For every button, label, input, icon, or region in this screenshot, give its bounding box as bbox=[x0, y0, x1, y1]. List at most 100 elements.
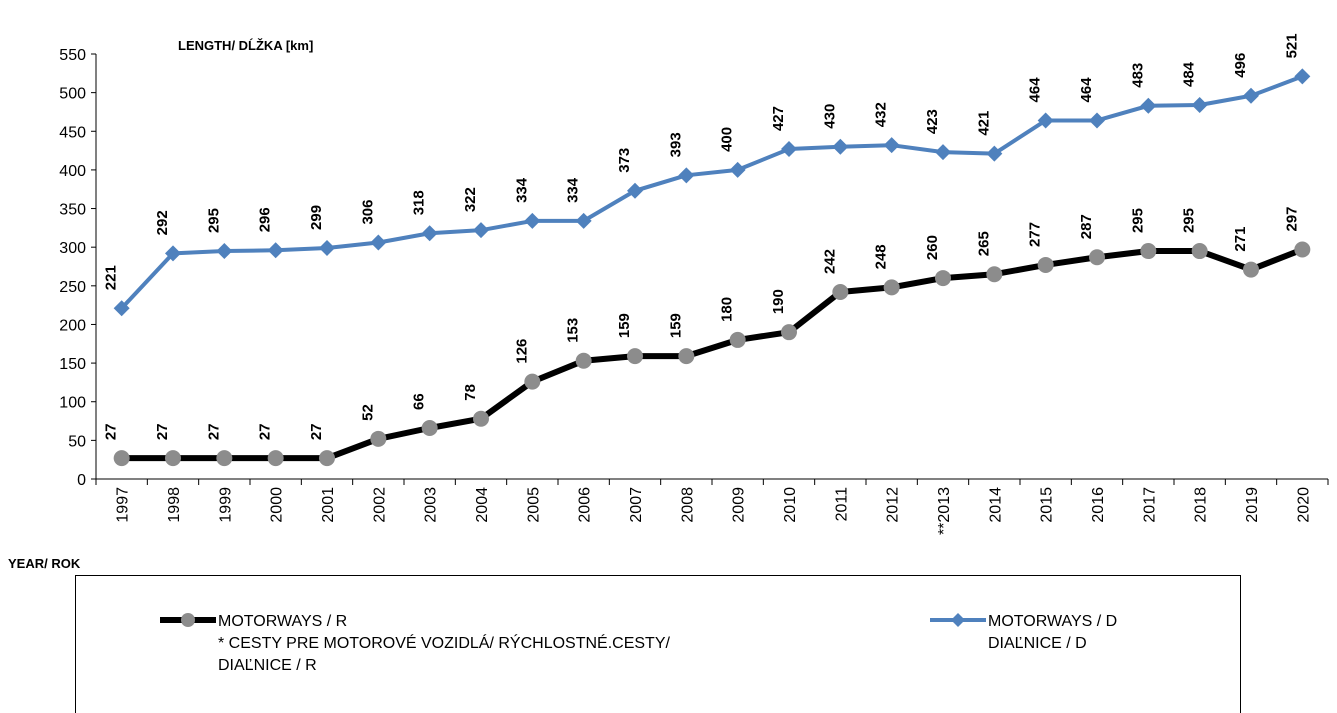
data-label: 221 bbox=[103, 265, 120, 290]
data-label: 287 bbox=[1078, 214, 1095, 239]
data-label: 265 bbox=[975, 231, 992, 256]
x-tick-label: 2015 bbox=[1039, 487, 1056, 523]
x-tick-label: 2011 bbox=[833, 487, 850, 522]
data-label: 78 bbox=[462, 384, 479, 401]
point bbox=[370, 430, 387, 447]
point bbox=[627, 182, 643, 199]
point bbox=[1037, 256, 1054, 273]
y-tick-label: 250 bbox=[59, 279, 86, 296]
x-tick-label: 2012 bbox=[885, 487, 902, 523]
legend-note: DIAĽNICE / D bbox=[988, 635, 1087, 652]
legend-marker bbox=[951, 613, 965, 627]
point bbox=[1191, 97, 1208, 113]
point bbox=[883, 279, 900, 296]
data-label: 27 bbox=[205, 423, 222, 440]
x-tick-label: 1997 bbox=[115, 487, 132, 523]
x-tick-label: 2005 bbox=[525, 487, 542, 523]
point bbox=[524, 373, 541, 390]
data-label: 322 bbox=[462, 187, 479, 212]
data-label: 292 bbox=[154, 210, 171, 235]
point bbox=[1243, 261, 1259, 278]
legend-label: MOTORWAYS / D bbox=[988, 613, 1117, 630]
y-tick-label: 300 bbox=[59, 240, 86, 257]
data-label: 153 bbox=[565, 318, 582, 343]
data-label: 159 bbox=[667, 313, 684, 338]
point bbox=[370, 234, 387, 251]
x-tick-label: 1998 bbox=[166, 487, 183, 523]
data-label: 27 bbox=[154, 423, 171, 440]
data-label: 483 bbox=[1129, 63, 1146, 88]
legend-note: * CESTY PRE MOTOROVÉ VOZIDLÁ/ RÝCHLOSTNÉ… bbox=[218, 633, 671, 652]
data-label: 27 bbox=[257, 423, 274, 440]
point bbox=[1243, 87, 1259, 104]
y-tick-label: 350 bbox=[59, 202, 86, 219]
data-label: 299 bbox=[308, 205, 325, 230]
y-tick-label: 500 bbox=[59, 86, 86, 103]
x-tick-label: 2006 bbox=[577, 487, 594, 523]
x-tick-label: 2002 bbox=[371, 487, 388, 523]
point bbox=[1294, 241, 1311, 258]
data-label: 296 bbox=[257, 207, 274, 232]
point bbox=[678, 167, 695, 184]
point bbox=[1294, 68, 1311, 85]
x-axis-label: YEAR/ ROK bbox=[8, 556, 81, 571]
legend-label: MOTORWAYS / R bbox=[218, 613, 347, 630]
x-tick-label: 2001 bbox=[320, 487, 337, 523]
x-tick-label: 2010 bbox=[782, 487, 799, 523]
data-label: 295 bbox=[205, 208, 222, 233]
point bbox=[986, 266, 1003, 283]
x-tick-label: 2008 bbox=[679, 487, 696, 523]
data-label: 393 bbox=[667, 132, 684, 157]
y-tick-label: 200 bbox=[59, 317, 86, 334]
data-label: 277 bbox=[1027, 222, 1044, 247]
data-label: 430 bbox=[821, 104, 838, 129]
data-label: 52 bbox=[359, 404, 376, 421]
point bbox=[1089, 112, 1105, 129]
data-label: 423 bbox=[924, 109, 941, 134]
point bbox=[319, 239, 335, 256]
legend-marker bbox=[181, 613, 195, 627]
point bbox=[165, 245, 181, 262]
point bbox=[267, 242, 284, 259]
y-tick-label: 400 bbox=[59, 163, 86, 180]
point bbox=[267, 450, 284, 467]
point bbox=[421, 225, 438, 242]
y-axis-label: LENGTH/ DĹŽKA [km] bbox=[178, 38, 313, 53]
data-label: 271 bbox=[1232, 227, 1249, 252]
point bbox=[781, 141, 797, 158]
data-label: 496 bbox=[1232, 53, 1249, 78]
point bbox=[883, 137, 900, 154]
x-tick-label: 2000 bbox=[269, 487, 286, 523]
data-label: 295 bbox=[1129, 208, 1146, 233]
point bbox=[473, 410, 489, 427]
series-line bbox=[121, 246, 1304, 462]
y-tick-label: 550 bbox=[59, 47, 86, 64]
x-tick-label: 2003 bbox=[423, 487, 440, 523]
data-label: 306 bbox=[359, 200, 376, 225]
data-label: 373 bbox=[616, 148, 633, 173]
data-label: 427 bbox=[770, 106, 787, 131]
x-tick-label: 2014 bbox=[987, 487, 1004, 523]
point bbox=[1140, 97, 1157, 114]
point bbox=[729, 331, 746, 348]
data-label: 432 bbox=[873, 102, 890, 127]
y-label-bg bbox=[170, 36, 370, 56]
x-tick-label: 2018 bbox=[1193, 487, 1210, 523]
data-label: 464 bbox=[1078, 77, 1095, 103]
point bbox=[1089, 249, 1105, 266]
data-label: 242 bbox=[821, 249, 838, 274]
data-label: 484 bbox=[1181, 61, 1198, 87]
legend-box bbox=[75, 575, 1241, 713]
point bbox=[832, 138, 849, 155]
data-label: 190 bbox=[770, 289, 787, 314]
legend-note: DIAĽNICE / R bbox=[218, 657, 317, 674]
data-label: 180 bbox=[719, 297, 736, 322]
point bbox=[113, 450, 130, 467]
data-label: 66 bbox=[411, 393, 428, 410]
point bbox=[935, 270, 951, 287]
y-tick-label: 0 bbox=[77, 472, 86, 489]
point bbox=[1191, 243, 1208, 260]
data-label: 297 bbox=[1283, 206, 1300, 231]
point bbox=[575, 212, 592, 229]
